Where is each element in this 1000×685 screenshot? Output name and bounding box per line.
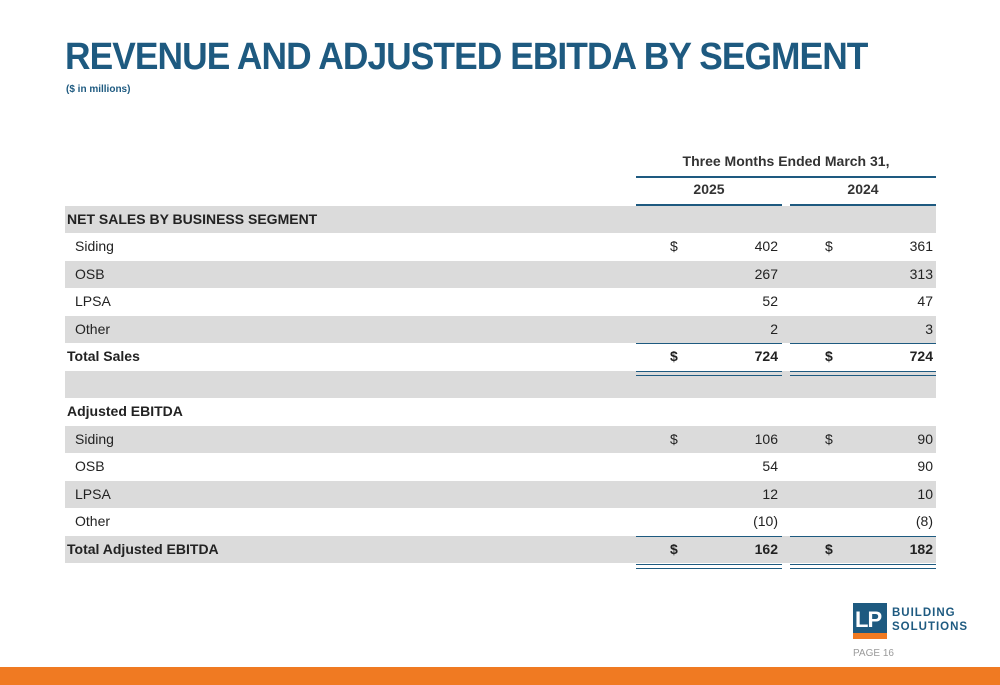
- value-2025: 724: [754, 348, 778, 364]
- year-header-2024: 2024: [847, 181, 879, 197]
- total-double-rule: [790, 371, 936, 376]
- table-row: OSB 54 90: [65, 453, 936, 481]
- currency-2024: $: [825, 540, 833, 557]
- logo-mark-text: LP: [855, 607, 882, 632]
- value-2025: 106: [754, 430, 778, 447]
- table-row: Siding $106 $90: [65, 425, 936, 453]
- table-row: LPSA 52 47: [65, 288, 936, 316]
- value-2025: 402: [754, 238, 778, 254]
- period-header: Three Months Ended March 31,: [682, 153, 890, 169]
- value-2024: 361: [909, 238, 933, 254]
- table-row: LPSA 12 10: [65, 480, 936, 508]
- value-2025: 267: [754, 265, 778, 282]
- value-2025: (10): [753, 513, 778, 529]
- row-label: Siding: [75, 430, 114, 447]
- row-label: Other: [75, 320, 111, 337]
- row-label: Total Sales: [67, 348, 140, 364]
- period-rule: [636, 176, 936, 178]
- year-rule: [636, 204, 782, 206]
- currency-2025: $: [670, 430, 678, 447]
- total-double-rule: [636, 563, 782, 569]
- currency-2024: $: [825, 348, 833, 364]
- table-row: Adjusted EBITDA: [65, 398, 936, 426]
- value-2025: 54: [762, 458, 778, 474]
- logo-wordmark: BUILDING SOLUTIONS: [892, 606, 968, 634]
- subtotal-rule: [636, 343, 782, 344]
- value-2025: 162: [754, 540, 778, 557]
- footer-bar: [0, 667, 1000, 685]
- page-subtitle: ($ in millions): [66, 84, 131, 95]
- page-number: PAGE 16: [853, 648, 894, 659]
- value-2024: 182: [909, 540, 933, 557]
- row-label: OSB: [75, 265, 105, 282]
- table-row: Total Adjusted EBITDA $162 $182: [65, 535, 936, 563]
- logo-wordmark-line1: BUILDING: [892, 607, 956, 619]
- value-2025: 2: [770, 320, 778, 337]
- value-2024: 10: [917, 485, 933, 502]
- row-label: Siding: [75, 238, 114, 254]
- value-2025: 12: [762, 485, 778, 502]
- value-2024: 724: [909, 348, 933, 364]
- logo-wordmark-line2: SOLUTIONS: [892, 621, 969, 633]
- table-row: OSB 267 313: [65, 260, 936, 288]
- value-2024: 313: [909, 265, 933, 282]
- subtotal-rule: [636, 535, 782, 537]
- row-label: OSB: [75, 458, 105, 474]
- page-title: REVENUE AND ADJUSTED EBITDA BY SEGMENT: [65, 36, 868, 78]
- currency-2025: $: [670, 540, 678, 557]
- currency-2024: $: [825, 430, 833, 447]
- row-label: Adjusted EBITDA: [67, 403, 183, 419]
- row-label: LPSA: [75, 485, 111, 502]
- value-2025: 52: [762, 293, 778, 309]
- row-label: Total Adjusted EBITDA: [67, 540, 219, 557]
- total-double-rule: [636, 371, 782, 376]
- value-2024: 90: [917, 458, 933, 474]
- currency-2025: $: [670, 348, 678, 364]
- row-label: LPSA: [75, 293, 111, 309]
- subtotal-rule: [790, 343, 936, 344]
- table-row: Other (10) (8): [65, 508, 936, 536]
- currency-2025: $: [670, 238, 678, 254]
- value-2024: (8): [915, 513, 933, 529]
- value-2024: 47: [917, 293, 933, 309]
- total-double-rule: [790, 563, 936, 569]
- year-header-2025: 2025: [693, 181, 725, 197]
- table-row: NET SALES BY BUSINESS SEGMENT: [65, 205, 936, 233]
- logo-mark-accent: [853, 633, 887, 639]
- table-row: Total Sales $724 $724: [65, 343, 936, 371]
- row-label: Other: [75, 513, 111, 529]
- currency-2024: $: [825, 238, 833, 254]
- row-label: NET SALES BY BUSINESS SEGMENT: [67, 210, 318, 227]
- table-row: Other 2 3: [65, 315, 936, 343]
- company-logo: LP BUILDING SOLUTIONS: [853, 603, 967, 643]
- subtotal-rule: [790, 535, 936, 537]
- table-row: Siding $402 $361: [65, 233, 936, 261]
- year-rule: [790, 204, 936, 206]
- value-2024: 3: [925, 320, 933, 337]
- value-2024: 90: [917, 430, 933, 447]
